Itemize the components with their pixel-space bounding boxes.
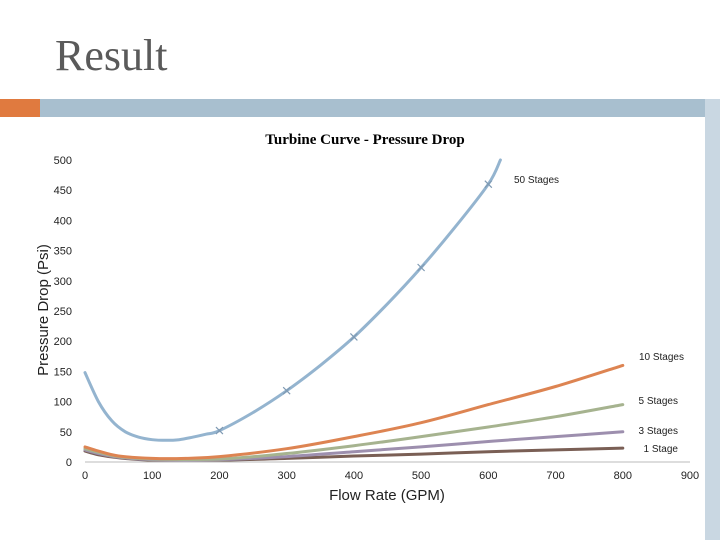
data-point-marker	[215, 426, 224, 435]
series-line-10-stages	[83, 363, 625, 461]
side-rule	[705, 99, 720, 540]
x-tick-label: 800	[614, 470, 632, 482]
y-axis-label: Pressure Drop (Psi)	[35, 244, 52, 376]
series-label-10-stages: 10 Stages	[639, 352, 684, 363]
slide-title: Result	[55, 31, 168, 80]
y-tick-label: 100	[54, 397, 72, 409]
y-tick-label: 200	[54, 336, 72, 348]
y-tick-label: 400	[54, 215, 72, 227]
y-tick-label: 150	[54, 366, 72, 378]
y-tick-label: 50	[60, 427, 72, 439]
x-tick-label: 300	[277, 470, 295, 482]
series-label-5-stages: 5 Stages	[639, 396, 678, 407]
x-axis-label: Flow Rate (GPM)	[329, 487, 445, 504]
x-tick-label: 0	[82, 470, 88, 482]
series-label-1-stage: 1 Stage	[644, 444, 679, 455]
data-point-marker	[484, 180, 493, 189]
y-tick-label: 250	[54, 306, 72, 318]
chart-title: Turbine Curve - Pressure Drop	[265, 132, 464, 148]
y-tick-label: 450	[54, 185, 72, 197]
data-point-marker	[417, 263, 426, 272]
accent-bar	[0, 99, 40, 117]
x-tick-label: 100	[143, 470, 161, 482]
title-rule	[40, 99, 720, 117]
x-tick-label: 900	[681, 470, 699, 482]
series-line-50-stages	[83, 158, 502, 442]
series-label-3-stages: 3 Stages	[639, 426, 678, 437]
data-point-marker	[282, 386, 291, 395]
x-tick-label: 200	[210, 470, 228, 482]
y-tick-label: 0	[66, 457, 72, 469]
series-label-50-stages: 50 Stages	[514, 175, 559, 186]
x-tick-label: 500	[412, 470, 430, 482]
x-tick-label: 400	[345, 470, 363, 482]
data-point-marker	[349, 333, 358, 341]
y-tick-label: 300	[54, 276, 72, 288]
y-tick-label: 500	[54, 155, 72, 167]
y-tick-label: 350	[54, 246, 72, 258]
x-tick-label: 700	[546, 470, 564, 482]
x-tick-label: 600	[479, 470, 497, 482]
